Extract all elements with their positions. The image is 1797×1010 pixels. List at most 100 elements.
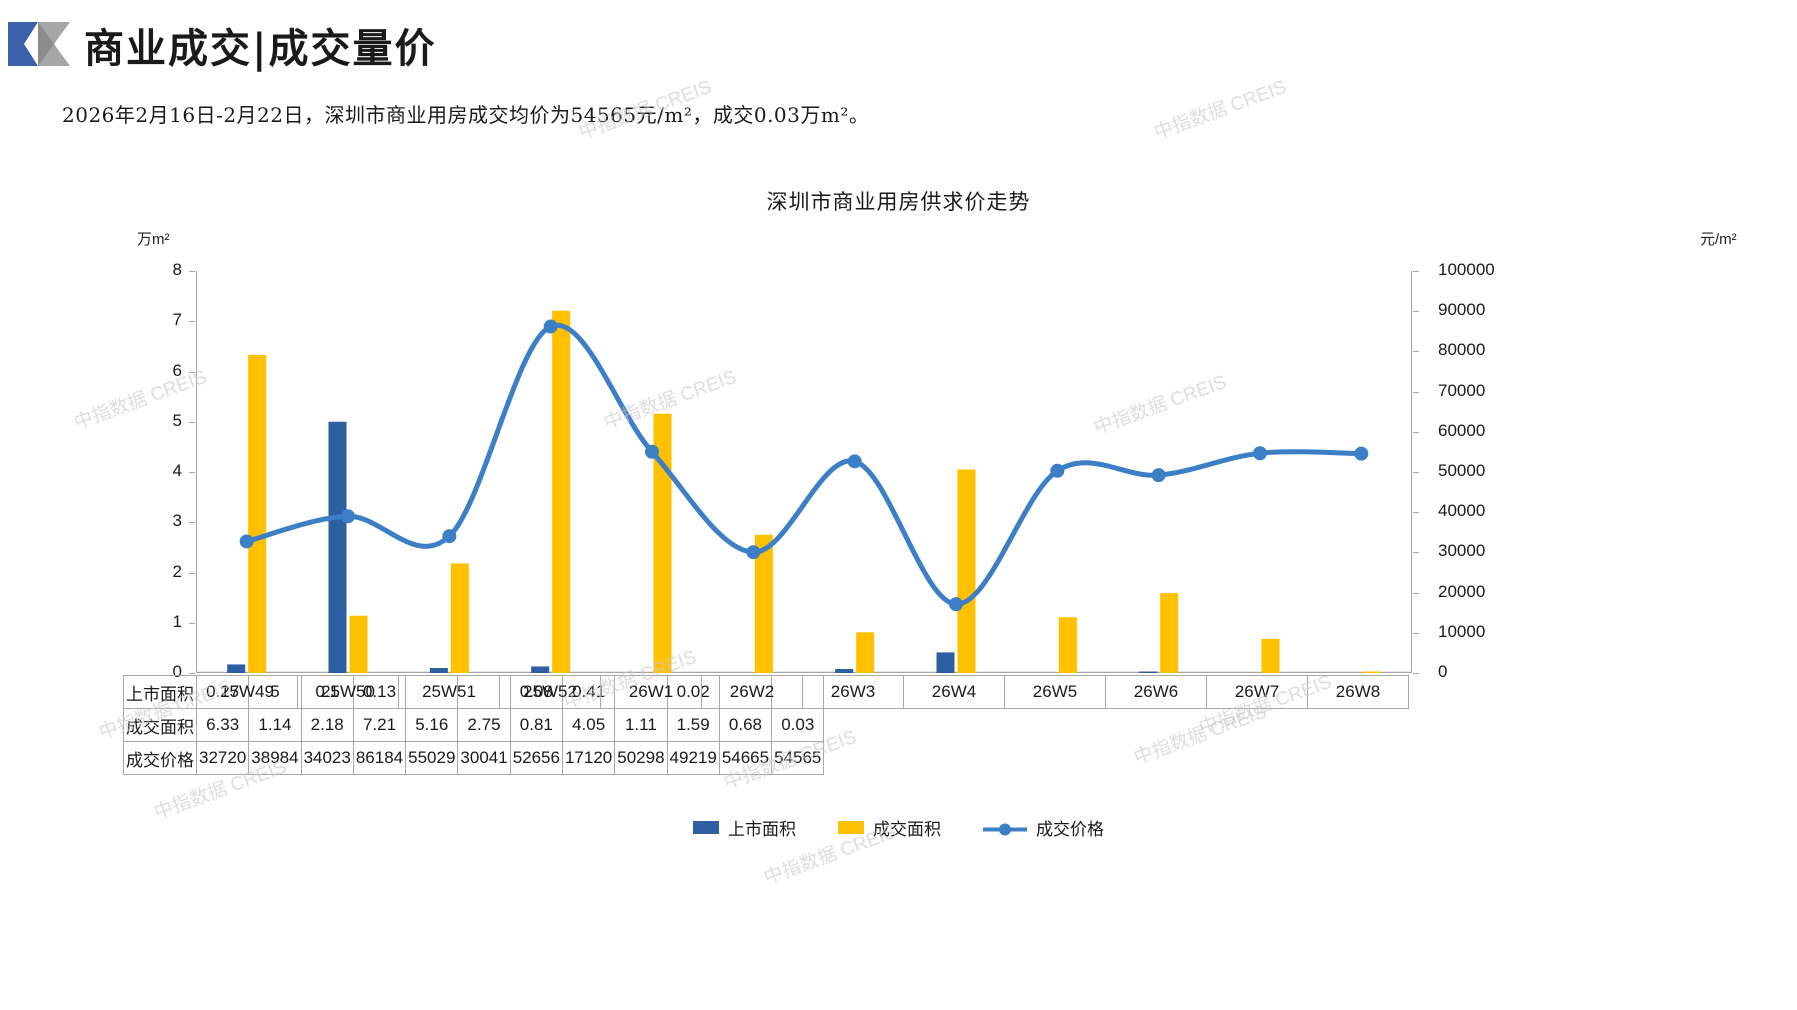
bar-supply — [328, 421, 347, 673]
right-axis-tick: 0 — [1438, 662, 1448, 681]
left-axis-tickmark — [189, 321, 195, 323]
table-column-header: 26W2 — [701, 675, 803, 709]
table-cell: 32720 — [195, 741, 250, 775]
table-cell: 17120 — [561, 741, 616, 775]
right-axis-tick: 80000 — [1438, 340, 1486, 360]
price-line-marker — [1354, 446, 1369, 461]
left-axis-tickmark — [189, 472, 195, 473]
table-column-header: 26W7 — [1206, 675, 1308, 709]
left-axis-tick: 4 — [172, 461, 182, 480]
left-axis-tickmark — [189, 421, 195, 423]
bar-deal — [450, 563, 469, 673]
bar-supply — [531, 666, 550, 673]
table-cell: 1.59 — [666, 708, 720, 742]
right-axis-tickmark — [1413, 391, 1419, 393]
right-axis-tick: 100000 — [1438, 260, 1495, 279]
left-axis-tickmark — [189, 622, 195, 624]
price-line-marker — [1151, 468, 1166, 483]
left-axis-tickmark — [189, 371, 195, 373]
bar-deal — [957, 469, 976, 673]
legend-bar-swatch-icon — [693, 821, 719, 834]
page-title: 商业成交|成交量价 — [84, 25, 437, 72]
chart-legend: 上市面积 成交面积 成交价格 — [0, 815, 1797, 840]
left-axis-tick: 8 — [172, 260, 182, 279]
table-row-label: 上市面积 — [123, 675, 197, 709]
table-row-label: 成交价格 — [123, 741, 197, 775]
chart-plot-area — [196, 271, 1412, 673]
data-table: 25W49 25W50 25W51 25W52 26W1 26W2 26W3 26W4 26W5… — [123, 675, 1409, 775]
right-axis-unit: 元/m² — [1700, 231, 1737, 248]
right-axis-tick: 90000 — [1438, 300, 1486, 320]
price-line-marker — [442, 529, 457, 544]
legend-item[interactable]: 成交价格 — [983, 815, 1104, 840]
right-axis-tick: 60000 — [1438, 420, 1486, 440]
right-axis-tick: 30000 — [1438, 541, 1486, 561]
table-cell: 86184 — [352, 741, 407, 775]
left-axis-tickmark — [189, 522, 195, 524]
bar-deal — [248, 354, 267, 673]
left-axis-tick: 7 — [172, 310, 182, 330]
right-axis-tickmark — [1413, 351, 1419, 353]
left-axis-tick: 5 — [172, 410, 182, 430]
price-line-marker — [543, 319, 558, 334]
price-line-marker — [847, 454, 862, 469]
bar-deal — [1058, 617, 1077, 673]
left-axis-unit: 万m² — [137, 231, 170, 248]
left-axis-tickmark — [189, 572, 195, 574]
right-axis-tickmark — [1413, 592, 1419, 594]
legend-label: 成交价格 — [1036, 820, 1104, 840]
price-line-marker — [949, 597, 963, 612]
legend-bar-swatch-icon — [838, 821, 864, 834]
table-cell: 1.14 — [248, 708, 302, 742]
right-axis-tick: 40000 — [1438, 501, 1486, 521]
table-row: 成交价格 32720 38984 34023 86184 55029 30041 52656 1… — [123, 741, 825, 775]
bar-deal — [1160, 593, 1179, 673]
legend-item[interactable]: 成交面积 — [838, 815, 941, 840]
table-cell: 30041 — [457, 741, 511, 775]
bar-supply — [429, 667, 448, 673]
right-axis-tick: 50000 — [1438, 461, 1486, 480]
right-axis-tickmark — [1413, 472, 1419, 473]
table-column-header: 25W52 — [499, 675, 601, 709]
table-cell: 55029 — [405, 741, 459, 775]
left-axis-tick: 6 — [172, 360, 182, 380]
price-line-marker — [1253, 446, 1267, 461]
right-axis-tickmark — [1413, 552, 1419, 554]
table-column-header: 26W5 — [1004, 675, 1106, 709]
right-axis-tickmark — [1413, 271, 1419, 272]
bar-deal — [653, 413, 672, 673]
legend-item[interactable]: 上市面积 — [693, 815, 796, 840]
table-row-label: 成交面积 — [123, 708, 197, 742]
watermark: 中指数据 CREIS — [71, 366, 210, 435]
legend-label: 成交面积 — [873, 820, 941, 840]
table-corner-cell — [124, 676, 197, 709]
table-column-header: 26W4 — [903, 675, 1005, 709]
bar-deal — [349, 615, 368, 673]
table-cell: 34023 — [300, 741, 354, 775]
right-axis-tickmark — [1413, 311, 1419, 313]
table-column-header: 25W51 — [398, 675, 500, 709]
chart-canvas — [196, 271, 1412, 673]
price-line — [244, 322, 1364, 607]
right-axis-tickmark — [1413, 431, 1419, 433]
table-cell: 49219 — [666, 741, 720, 775]
table-row: 成交面积 6.33 1.14 2.18 7.21 5.16 2.75 0.81 4.05 1.11… — [123, 708, 825, 742]
price-line-marker — [746, 545, 761, 560]
table-cell: 54665 — [718, 741, 773, 775]
table-column-header: 26W3 — [802, 675, 904, 709]
table-cell: 54565 — [771, 741, 825, 775]
bar-supply — [227, 664, 246, 673]
bar-deal — [1261, 638, 1280, 673]
price-line-marker — [1050, 463, 1065, 478]
right-axis-tickmark — [1413, 512, 1419, 514]
right-axis-tickmark — [1413, 673, 1419, 674]
price-line-marker — [239, 534, 254, 549]
summary-text: 2026年2月16日-2月22日，深圳市商业用房成交均价为54565元/m²，成… — [62, 103, 870, 127]
bar-deal — [856, 632, 875, 673]
left-axis-tick: 2 — [172, 561, 182, 581]
left-axis-tickmark — [189, 271, 195, 272]
table-column-header: 26W1 — [600, 675, 702, 709]
table-column-header: 25W49 — [196, 675, 298, 709]
right-axis-tickmark — [1413, 632, 1419, 634]
